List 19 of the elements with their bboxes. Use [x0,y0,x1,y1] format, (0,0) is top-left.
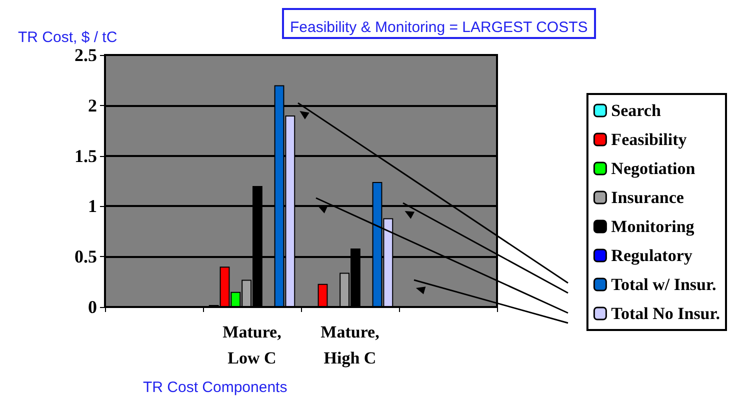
text: Feasibility & Monitoring = LARGEST COSTS [290,19,588,36]
y-tick-label: 1 [88,196,97,216]
x-axis-title: TR Cost Components [143,379,288,396]
legend-label: Regulatory [611,246,693,265]
legend-label: Search [611,101,662,120]
legend-label: Total w/ Insur. [611,275,716,294]
y-axis-title: TR Cost, $ / tC [18,29,118,46]
legend-label: Total No Insur. [611,304,720,323]
legend-label: Monitoring [611,217,695,236]
x-tick-label: Mature, High C [320,322,380,368]
y-tick-label: 2 [88,95,97,116]
y-tick-label: 2.5 [74,45,97,65]
y-tick-label: 0.5 [74,246,97,267]
legend-label: Negotiation [611,159,696,178]
legend-label: Feasibility [611,130,688,149]
x-tick-label: Mature, Low C [222,322,282,368]
legend-label: Insurance [611,188,684,207]
y-tick-label: 0 [88,297,97,317]
y-tick-label: 1.5 [74,146,97,166]
